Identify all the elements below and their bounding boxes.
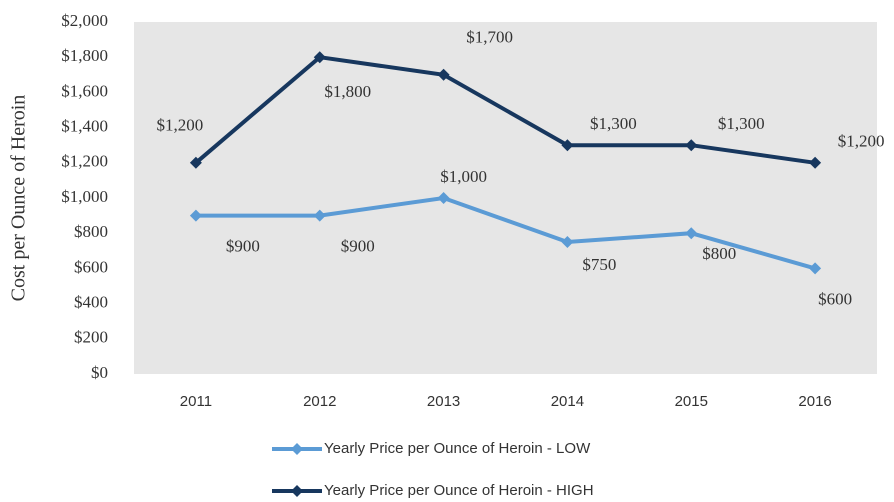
x-tick-label: 2015 <box>675 393 708 410</box>
data-label: $750 <box>582 255 616 274</box>
y-tick-label: $1,000 <box>61 187 108 206</box>
point-marker <box>561 236 574 248</box>
point-marker <box>437 192 450 204</box>
legend-marker <box>291 485 303 497</box>
y-tick-label: $200 <box>74 328 108 347</box>
data-label: $1,000 <box>440 167 487 186</box>
point-marker <box>561 139 574 152</box>
point-marker <box>809 262 822 275</box>
x-tick-label: 2012 <box>303 393 336 410</box>
y-tick-label: $1,600 <box>61 81 108 100</box>
y-tick-label: $0 <box>91 363 108 382</box>
legend-label: Yearly Price per Ounce of Heroin - HIGH <box>324 482 594 499</box>
data-label: $1,200 <box>838 132 885 151</box>
point-marker <box>809 156 822 169</box>
data-label: $1,300 <box>718 114 765 133</box>
x-tick-label: 2011 <box>180 393 212 410</box>
data-label: $1,200 <box>157 116 204 135</box>
data-label: $900 <box>226 237 260 256</box>
legend-marker <box>291 443 303 455</box>
point-marker <box>189 156 202 169</box>
data-label: $1,300 <box>590 114 637 133</box>
point-marker <box>685 139 698 152</box>
plot-area <box>134 22 877 374</box>
point-marker <box>437 68 450 81</box>
y-tick-label: $1,200 <box>61 152 108 171</box>
y-tick-label: $400 <box>74 293 108 312</box>
point-marker <box>685 227 698 240</box>
y-tick-label: $1,800 <box>61 46 108 65</box>
y-axis-label: Cost per Ounce of Heroin <box>8 95 30 302</box>
y-tick-label: $1,400 <box>61 117 108 136</box>
y-tick-label: $800 <box>74 222 108 241</box>
data-label: $600 <box>818 289 852 308</box>
series-line <box>194 55 816 165</box>
point-marker <box>313 209 326 222</box>
x-tick-label: 2013 <box>427 393 460 410</box>
legend-label: Yearly Price per Ounce of Heroin - LOW <box>324 440 591 457</box>
data-label: $800 <box>702 244 736 263</box>
y-tick-label: $600 <box>74 257 108 276</box>
series-line <box>195 195 816 271</box>
x-tick-label: 2016 <box>798 393 831 410</box>
data-label: $900 <box>341 237 375 256</box>
y-tick-label: $2,000 <box>61 11 108 30</box>
point-marker <box>189 209 202 222</box>
data-label: $1,700 <box>466 28 513 47</box>
data-label: $1,800 <box>324 82 371 101</box>
point-marker <box>313 51 326 64</box>
x-tick-label: 2014 <box>551 393 584 410</box>
